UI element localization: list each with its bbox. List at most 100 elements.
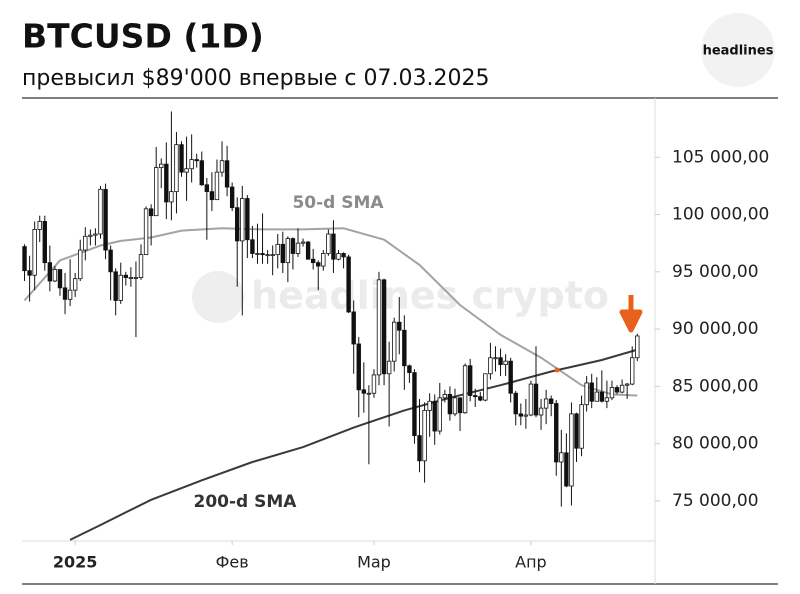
candle-body [305,241,311,260]
candle-body [128,277,134,279]
candle-body [37,221,42,230]
x-tick-label: 2025 [53,553,98,572]
candle-body [93,233,98,236]
candle-body [295,242,301,254]
candle-body [113,271,118,301]
candle-body [635,335,640,359]
candle-body [508,360,513,394]
line-label: 50-d SMA [292,193,384,213]
candle-body [528,383,534,416]
candle-body [143,208,149,256]
candle-body [386,360,392,375]
candle-body [498,357,503,365]
logo-circle [701,13,775,87]
candle-body [452,397,458,415]
candle-body [290,238,296,254]
candle-body [235,207,240,242]
candle-body [609,387,615,399]
candle-body [184,168,189,173]
candle-body [179,144,184,173]
candle-body [326,233,331,254]
candle-body [148,208,154,217]
candle-body [47,262,53,282]
candle-body [533,383,539,416]
candle-body [331,233,336,260]
candle-body [604,397,610,402]
candle-body [543,398,549,409]
candle-body [240,198,245,242]
chart-subtitle: превысил $89'000 впервые с 07.03.2025 [22,66,489,91]
candle-body [138,254,144,278]
candle-body [118,274,123,301]
candle-body [123,274,129,278]
candle-body [594,391,599,402]
candle-body [204,184,210,193]
candle-body [376,279,382,376]
candle-body [559,452,564,463]
x-tick-label: Мар [357,553,391,572]
candle-body [442,393,448,399]
candle-body [336,253,341,260]
candle-body [316,262,321,267]
candle-body [245,198,250,241]
watermark: headlines crypto [251,274,609,318]
candle-body [412,372,417,437]
watermark-icon [192,271,244,323]
candle-body [57,269,63,289]
line-label: 200-d SMA [194,492,298,512]
candle-body [214,171,220,201]
candle-body [209,191,215,201]
sma-line [23,227,638,397]
candle-body [174,144,179,193]
candle-body [478,396,483,401]
candle-body [189,159,194,170]
cross-marker [554,367,560,373]
candle-body [584,382,589,406]
candle-body [381,279,387,375]
candle-body [366,392,372,395]
candle-body [219,160,225,173]
candle-body [255,253,260,255]
candle-body [569,413,574,487]
candle-body [280,243,285,264]
candle-body [599,391,605,402]
candle-body [432,400,437,432]
candle-body [447,393,453,415]
candle-body [88,234,93,237]
y-tick-label: 80 000,00 [672,434,759,454]
x-tick-label: Апр [515,553,547,572]
candle-body [392,321,397,362]
candle-body [310,258,316,264]
candle-body [619,384,625,393]
candle-body [260,253,265,256]
y-tick-label: 75 000,00 [672,491,759,511]
candle-body [341,253,346,258]
candle-body [589,382,594,402]
sma-line [69,348,638,541]
y-tick-label: 100 000,00 [672,205,769,225]
candle-body [62,287,68,300]
chart-title: BTCUSD (1D) [22,17,264,56]
candle-body [624,383,630,386]
candle-body [371,374,377,394]
y-tick-label: 105 000,00 [672,147,769,167]
logo: headlines [703,44,774,59]
candle-body [22,246,27,272]
plot [22,111,640,541]
candle-body [32,229,37,276]
candle-body [457,397,463,414]
candle-body [275,243,280,256]
candle-body [630,357,635,385]
x-tick-label: Фев [216,553,249,572]
candle-body [513,392,518,415]
candle-body [98,188,103,235]
candle-body [72,278,78,291]
candle-body [614,387,620,393]
candle-body [133,277,139,279]
candle-body [346,256,351,313]
candle-body [564,452,569,487]
candle-body [518,413,524,417]
candle-body [523,414,529,417]
candle-body [285,238,291,264]
candle-body [52,269,58,282]
